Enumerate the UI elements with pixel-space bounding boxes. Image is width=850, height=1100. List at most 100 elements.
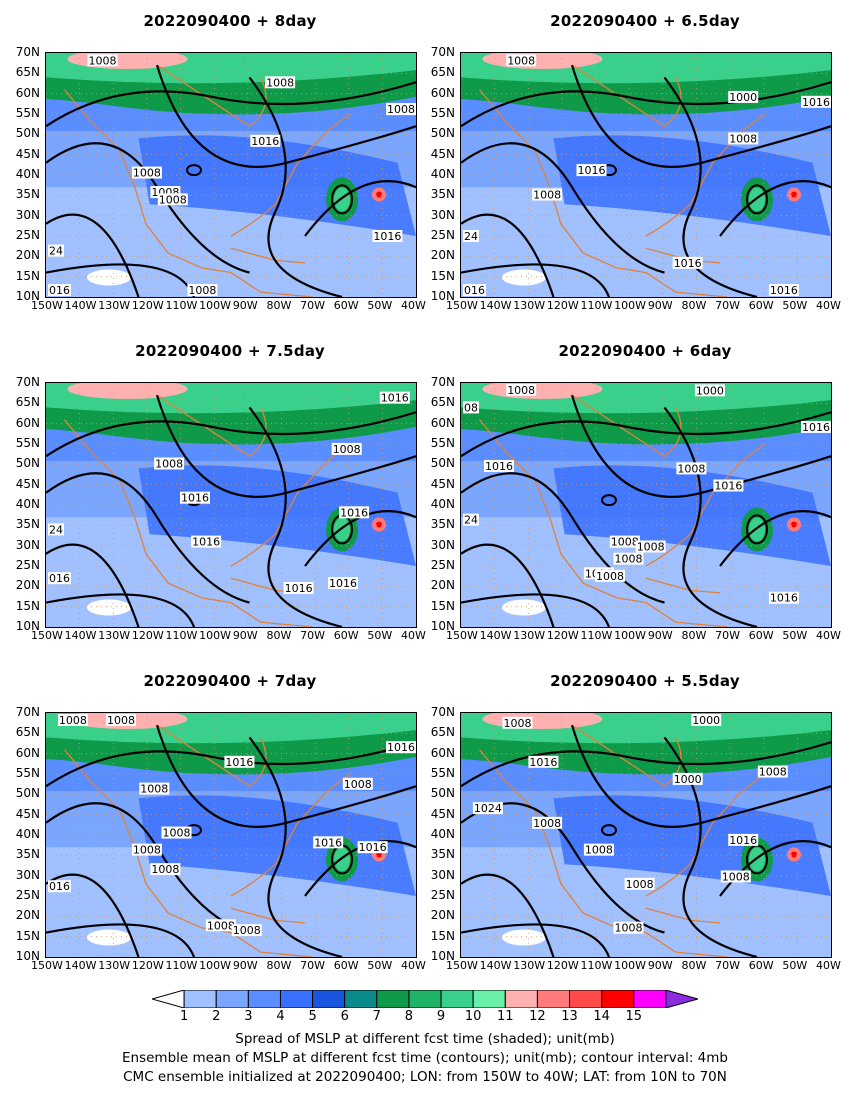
contour-label: 1008	[676, 462, 707, 475]
colorbar-level: 9	[436, 1009, 446, 1024]
svg-text:1016: 1016	[770, 592, 798, 605]
svg-text:016: 016	[49, 880, 70, 893]
svg-text:1008: 1008	[133, 167, 161, 180]
lon-tick-label: 140W	[64, 959, 97, 972]
lat-tick-label: 20N	[430, 908, 455, 923]
lat-tick-label: 35N	[15, 517, 40, 532]
svg-text:1008: 1008	[151, 863, 179, 876]
colorbar-swatch	[408, 989, 442, 1009]
svg-text:24: 24	[49, 523, 63, 536]
lat-tick-label: 40N	[15, 497, 40, 511]
lon-tick-label: 150W	[446, 299, 478, 312]
lat-tick-label: 60N	[15, 415, 40, 430]
map-shading: 1016 1008 1008 1016 1016 24 1016 1016 1016 016	[46, 383, 416, 627]
svg-text:1000: 1000	[729, 91, 757, 104]
lat-tick-label: 65N	[430, 395, 455, 410]
svg-text:1008: 1008	[507, 384, 535, 397]
lat-tick-label: 30N	[15, 207, 40, 222]
svg-text:1008: 1008	[611, 536, 639, 549]
contour-label: 1008	[613, 921, 644, 935]
svg-text:1016: 1016	[802, 96, 830, 109]
lat-tick-label: 50N	[15, 456, 40, 471]
lon-tick-label: 110W	[580, 629, 613, 642]
lon-tick-label: 110W	[165, 629, 198, 642]
lon-tick-label: 80W	[681, 299, 707, 312]
map-shading: 1008 1000 1016 1008 1016 1008 24 1016 016 1016	[461, 53, 831, 297]
colorbar-level: 15	[625, 1009, 643, 1024]
lon-tick-label: 60W	[333, 959, 359, 972]
contour-line	[461, 472, 665, 604]
map-panel: 2022090400 + 6.5day 1008 1000 1016 1008 1016 1…	[415, 12, 841, 312]
colorbar-level: 4	[276, 1009, 285, 1024]
contour-label: 1016	[576, 164, 607, 177]
colorbar-level: 2	[212, 1009, 221, 1024]
svg-text:1008: 1008	[163, 827, 191, 840]
lat-tick-label: 35N	[430, 847, 455, 862]
lat-tick-label: 40N	[430, 167, 455, 181]
svg-text:1008: 1008	[615, 922, 643, 935]
contour-label: 016	[48, 880, 71, 893]
lon-tick-label: 40W	[816, 629, 841, 642]
svg-text:24: 24	[464, 230, 478, 243]
svg-text:016: 016	[49, 572, 70, 585]
lon-tick-label: 90W	[647, 959, 673, 972]
lat-tick-label: 15N	[430, 928, 455, 943]
lat-tick-label: 45N	[15, 476, 40, 491]
colorbar-swatches	[150, 989, 700, 1009]
contour-label: 1000	[728, 90, 759, 104]
svg-text:1016: 1016	[181, 492, 209, 505]
contour-label: 1008	[154, 457, 185, 471]
lon-tick-label: 100W	[199, 959, 232, 972]
contour-label: 1008	[532, 816, 563, 830]
caption-line-3: CMC ensemble initialized at 2022090400; …	[123, 1069, 727, 1085]
contour-line	[719, 180, 831, 237]
lon-tick-label: 140W	[64, 299, 97, 312]
lat-tick-label: 40N	[430, 827, 455, 841]
lat-tick-label: 70N	[15, 45, 40, 59]
lat-tick-label: 25N	[15, 888, 40, 902]
colorbar-swatch	[312, 989, 346, 1009]
colorbar-swatch	[150, 989, 185, 1009]
lon-tick-label: 40W	[401, 299, 426, 312]
lat-tick-label: 50N	[15, 126, 40, 141]
lon-tick-label: 60W	[748, 299, 774, 312]
contour-label: 1008	[265, 76, 296, 89]
svg-text:24: 24	[49, 245, 63, 258]
lat-tick-label: 10N	[430, 619, 455, 633]
contour-label: 1008	[506, 384, 537, 397]
lon-tick-label: 60W	[748, 629, 774, 642]
panel-title: 2022090400 + 5.5day	[550, 672, 740, 690]
map-panel: 2022090400 + 8day 1008 1008 1008 1016 1008 100…	[0, 12, 426, 312]
contour-line	[155, 64, 416, 168]
lat-tick-label: 65N	[15, 65, 40, 80]
contour-line	[46, 472, 250, 604]
lon-tick-label: 130W	[98, 959, 131, 972]
colorbar-level: 3	[244, 1009, 253, 1024]
svg-text:1000: 1000	[692, 714, 720, 727]
lat-tick-label: 50N	[430, 456, 455, 471]
lat-tick-label: 20N	[15, 908, 40, 923]
svg-text:1016: 1016	[329, 577, 357, 590]
svg-text:1016: 1016	[578, 164, 606, 177]
contour-label: 1008	[342, 777, 373, 791]
contour-line	[461, 81, 831, 128]
colorbar-level: 8	[404, 1009, 414, 1024]
lat-tick-label: 25N	[15, 558, 40, 572]
lon-tick-label: 70W	[715, 959, 740, 972]
colorbar-swatch	[183, 989, 217, 1009]
lat-tick-label: 70N	[430, 705, 455, 719]
map-area: 1008 1000 1016 1008 1016 1008 24 1016 016 1016	[460, 52, 832, 298]
contour-line	[570, 64, 831, 168]
lon-tick-label: 40W	[816, 959, 841, 972]
panel-title: 2022090400 + 8day	[143, 12, 317, 30]
colorbar-swatch	[472, 989, 506, 1009]
lat-tick-label: 30N	[430, 207, 455, 222]
svg-text:1008: 1008	[533, 817, 561, 830]
lat-tick-label: 10N	[15, 949, 40, 963]
lon-tick-label: 40W	[401, 629, 426, 642]
lon-tick-label: 110W	[165, 959, 198, 972]
contour-label: 1008	[386, 103, 416, 116]
contour-line	[461, 213, 555, 297]
